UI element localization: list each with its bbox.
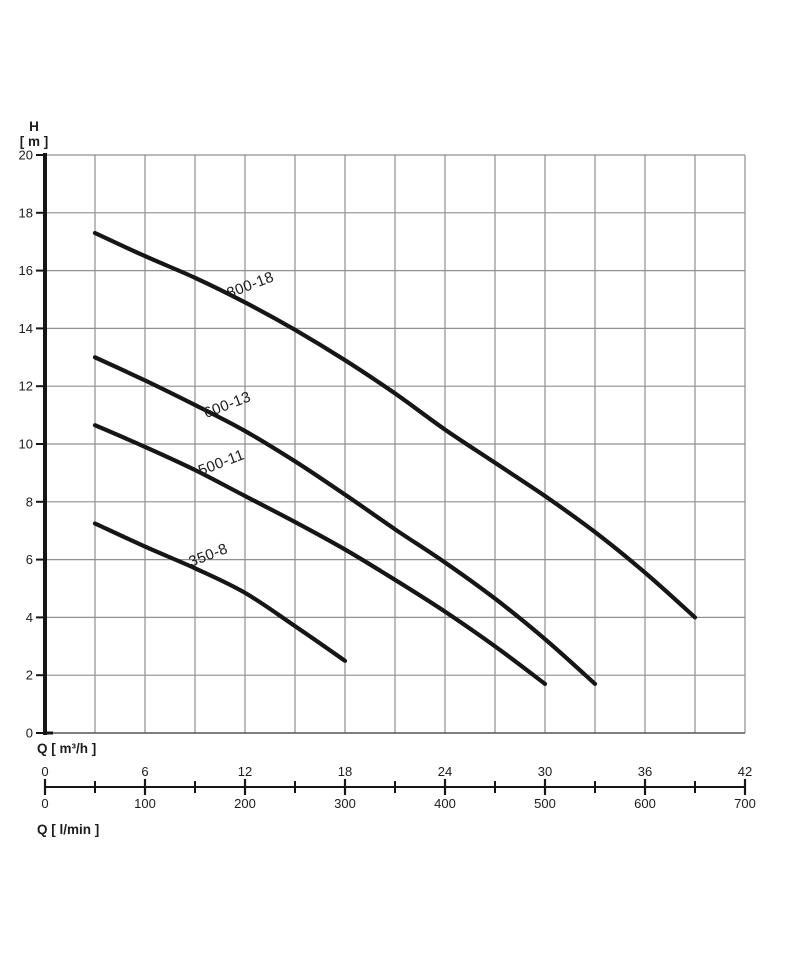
y-tick-label: 16	[19, 263, 33, 278]
scale-label-m3h: 0	[41, 764, 48, 779]
y-axis-title-symbol: H	[29, 119, 39, 134]
grid	[45, 154, 746, 734]
scale-label-lmin: 500	[534, 796, 556, 811]
y-tick-label: 0	[26, 726, 33, 741]
scale-label-lmin: 600	[634, 796, 656, 811]
x-axis-title-m3h: Q [ m³/h ]	[37, 741, 96, 756]
scale-label-m3h: 12	[238, 764, 252, 779]
scale-label-m3h: 6	[141, 764, 148, 779]
scale-label-lmin: 0	[41, 796, 48, 811]
scale-label-lmin: 700	[734, 796, 756, 811]
y-tick-label: 12	[19, 379, 33, 394]
y-tick-label: 6	[26, 552, 33, 567]
scale-label-m3h: 36	[638, 764, 652, 779]
scale-label-m3h: 42	[738, 764, 752, 779]
x-axis-title-lmin: Q [ l/min ]	[37, 822, 99, 837]
y-tick-label: 2	[26, 668, 33, 683]
scale-label-lmin: 400	[434, 796, 456, 811]
y-tick-label: 18	[19, 205, 33, 220]
y-tick-label: 20	[19, 148, 33, 163]
curve-label-350-8: 350-8	[186, 540, 230, 570]
curve-500-11	[92, 423, 548, 686]
y-tick-label: 4	[26, 610, 33, 625]
y-axis-title-unit: [ m ]	[20, 134, 49, 149]
pump-curves	[92, 230, 698, 686]
curve-350-8	[92, 521, 348, 663]
curve-600-13	[92, 355, 598, 686]
scale-label-m3h: 18	[338, 764, 352, 779]
scale-label-m3h: 24	[438, 764, 452, 779]
y-tick-label: 8	[26, 494, 33, 509]
y-tick-label: 10	[19, 437, 33, 452]
scale-label-m3h: 30	[538, 764, 552, 779]
scale-label-lmin: 100	[134, 796, 156, 811]
curve-label-500-11: 500-11	[196, 446, 247, 479]
curve-label-800-18: 800-18	[224, 268, 276, 301]
curve-800-18	[92, 230, 698, 620]
y-tick-label: 14	[19, 321, 33, 336]
flow-scale-bar: 0 6 12 18 24 30 36 42 0 100 200 300 400 500 600 700	[41, 764, 755, 811]
scale-label-lmin: 300	[334, 796, 356, 811]
scale-label-lmin: 200	[234, 796, 256, 811]
